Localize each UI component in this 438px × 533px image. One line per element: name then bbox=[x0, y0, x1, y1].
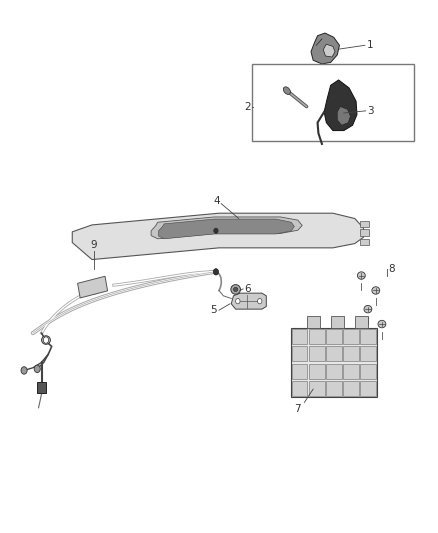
Polygon shape bbox=[231, 293, 266, 309]
Circle shape bbox=[213, 269, 219, 275]
Bar bbox=[355, 316, 368, 328]
Bar bbox=[360, 229, 369, 236]
Bar bbox=[309, 381, 325, 396]
Bar bbox=[360, 364, 376, 378]
Bar bbox=[343, 346, 359, 361]
Text: 5: 5 bbox=[210, 305, 217, 315]
Circle shape bbox=[21, 367, 27, 374]
Text: 7: 7 bbox=[294, 404, 301, 414]
Ellipse shape bbox=[283, 87, 290, 94]
Bar bbox=[252, 64, 414, 141]
Circle shape bbox=[236, 298, 240, 304]
Polygon shape bbox=[323, 44, 335, 57]
Bar bbox=[37, 382, 46, 393]
Polygon shape bbox=[337, 107, 350, 125]
Bar bbox=[360, 221, 369, 227]
Bar bbox=[309, 346, 325, 361]
Text: 8: 8 bbox=[389, 264, 396, 274]
Ellipse shape bbox=[90, 287, 100, 293]
Bar bbox=[343, 329, 359, 344]
Ellipse shape bbox=[42, 336, 50, 344]
Text: 1: 1 bbox=[367, 41, 374, 50]
Ellipse shape bbox=[233, 287, 238, 292]
Text: 2: 2 bbox=[244, 102, 251, 111]
Bar bbox=[326, 364, 342, 378]
Ellipse shape bbox=[364, 305, 372, 313]
Bar bbox=[331, 316, 344, 328]
Bar bbox=[360, 381, 376, 396]
Text: 6: 6 bbox=[244, 284, 251, 294]
Bar bbox=[309, 364, 325, 378]
Ellipse shape bbox=[357, 272, 365, 279]
Ellipse shape bbox=[87, 289, 96, 294]
Bar bbox=[343, 381, 359, 396]
Ellipse shape bbox=[372, 287, 380, 294]
Bar bbox=[360, 346, 376, 361]
Bar bbox=[292, 364, 307, 378]
Ellipse shape bbox=[231, 285, 240, 294]
Bar bbox=[292, 381, 307, 396]
Bar bbox=[326, 346, 342, 361]
Ellipse shape bbox=[92, 287, 102, 292]
Bar bbox=[292, 346, 307, 361]
Circle shape bbox=[214, 228, 218, 233]
Bar bbox=[291, 328, 377, 397]
Bar bbox=[309, 329, 325, 344]
Text: 4: 4 bbox=[213, 196, 220, 206]
Bar bbox=[360, 239, 369, 245]
Bar bbox=[343, 364, 359, 378]
Ellipse shape bbox=[88, 288, 98, 294]
Bar bbox=[326, 329, 342, 344]
Bar bbox=[307, 316, 320, 328]
Ellipse shape bbox=[378, 320, 386, 328]
Polygon shape bbox=[151, 217, 302, 239]
Polygon shape bbox=[72, 213, 364, 260]
Polygon shape bbox=[159, 219, 294, 239]
Bar bbox=[292, 329, 307, 344]
Circle shape bbox=[34, 365, 40, 373]
Text: 9: 9 bbox=[91, 240, 98, 250]
Polygon shape bbox=[324, 80, 357, 131]
Circle shape bbox=[258, 298, 262, 304]
Bar bbox=[78, 276, 108, 298]
Circle shape bbox=[43, 337, 49, 343]
Polygon shape bbox=[311, 33, 339, 64]
Bar bbox=[326, 381, 342, 396]
Bar bbox=[360, 329, 376, 344]
Text: 3: 3 bbox=[367, 106, 374, 116]
